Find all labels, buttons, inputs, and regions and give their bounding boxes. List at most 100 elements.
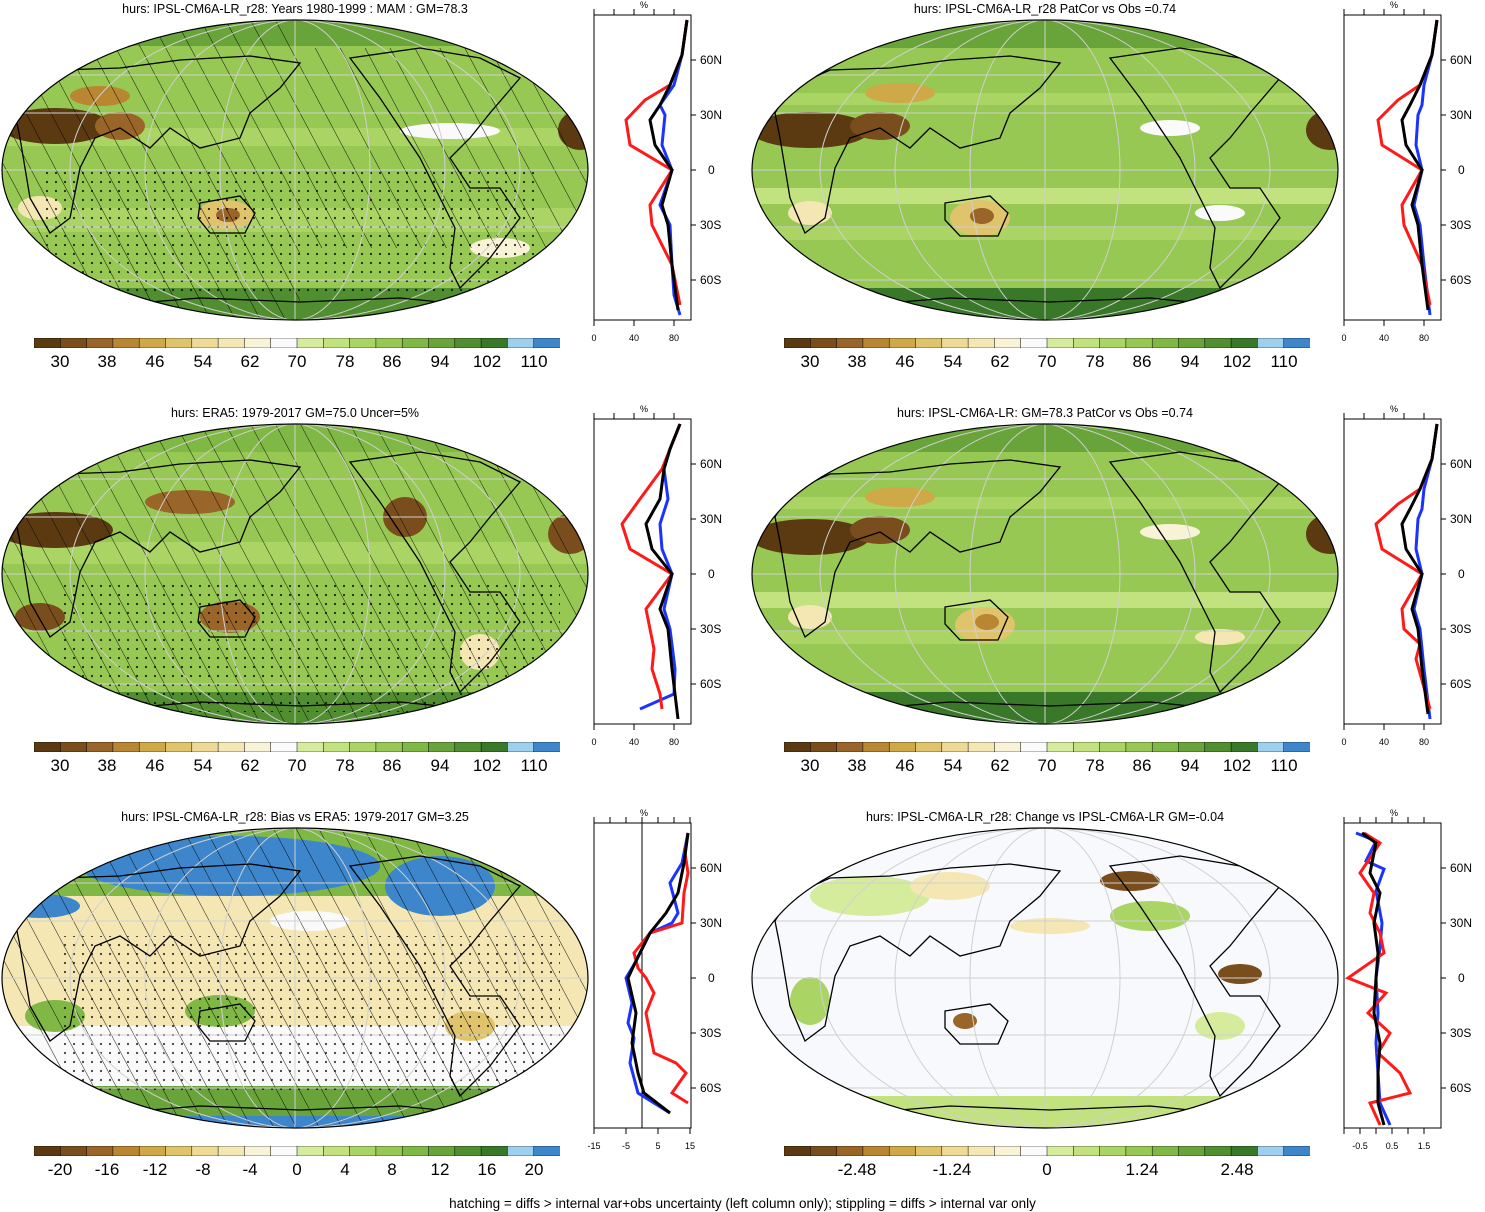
profile-xtick: 0 xyxy=(591,333,597,343)
colorbar-swatch xyxy=(533,1146,560,1156)
colorbar-label: 86 xyxy=(1132,756,1152,775)
colorbar-swatch xyxy=(784,1146,812,1156)
colorbar-label: 86 xyxy=(1132,352,1152,371)
zonal-profile-6 xyxy=(1343,817,1446,1134)
colorbar-label: 46 xyxy=(895,756,915,775)
colorbar-swatch xyxy=(1151,742,1180,752)
colorbar-swatch xyxy=(401,338,430,348)
colorbar-swatch xyxy=(810,742,838,752)
colorbar-swatch xyxy=(888,338,917,348)
colorbar-swatch xyxy=(784,742,812,752)
colorbar-swatch xyxy=(994,742,1022,752)
colorbar-label: 2.48 xyxy=(1220,1160,1254,1179)
colorbar-swatch xyxy=(428,1146,456,1156)
colorbar-swatch xyxy=(1020,742,1048,752)
colorbar-swatch xyxy=(401,1146,430,1156)
colorbar-label: -12 xyxy=(142,1160,168,1179)
colorbar-swatch xyxy=(401,742,430,752)
colorbar-swatch xyxy=(244,338,272,348)
colorbar-swatch xyxy=(454,1146,482,1156)
panel-title: hurs: IPSL-CM6A-LR_r28: Bias vs ERA5: 19… xyxy=(121,810,469,824)
colorbar-swatch xyxy=(862,1146,890,1156)
colorbar-label: 38 xyxy=(847,352,867,371)
colorbar-swatch xyxy=(862,338,890,348)
zonal-profile-5 xyxy=(593,817,696,1134)
colorbar-swatch xyxy=(480,338,509,348)
colorbar-swatch xyxy=(217,1146,246,1156)
lat-label: 30N xyxy=(700,108,723,122)
colorbar-swatch xyxy=(296,742,325,752)
colorbar-swatch xyxy=(862,742,890,752)
colorbar-swatch xyxy=(1073,1146,1101,1156)
colorbar-swatch xyxy=(1257,1146,1285,1156)
colorbar-label: -1.24 xyxy=(932,1160,972,1179)
lat-label: 30S xyxy=(700,218,722,232)
map-panel-3 xyxy=(1,423,589,725)
colorbar-swatch xyxy=(1020,338,1048,348)
colorbar-swatch xyxy=(34,338,62,348)
colorbar-swatch xyxy=(270,742,298,752)
colorbar-swatch xyxy=(967,1146,996,1156)
colorbar-swatch xyxy=(428,338,456,348)
lat-label: 0 xyxy=(1458,163,1465,177)
colorbar-swatch xyxy=(507,1146,535,1156)
colorbar-label: 38 xyxy=(847,756,867,775)
colorbar-label: 102 xyxy=(1222,352,1252,371)
colorbar-label: 86 xyxy=(382,756,402,775)
colorbar-swatch xyxy=(138,338,167,348)
colorbar-swatch xyxy=(296,338,325,348)
colorbar-label: 70 xyxy=(287,756,307,775)
colorbar-label: 62 xyxy=(990,352,1010,371)
colorbar-label: 0 xyxy=(292,1160,302,1179)
colorbar-swatch xyxy=(138,1146,167,1156)
lat-label: 60N xyxy=(1450,53,1473,67)
colorbar-swatch xyxy=(60,338,88,348)
lat-label: 30S xyxy=(1450,218,1472,232)
colorbar-swatch xyxy=(191,338,219,348)
colorbar-label: 54 xyxy=(943,352,963,371)
profile-unit: % xyxy=(640,0,649,10)
colorbar-swatch xyxy=(1204,742,1232,752)
colorbar-label: 110 xyxy=(1270,352,1298,371)
figure-footnote: hatching = diffs > internal var+obs unce… xyxy=(449,1196,1036,1211)
colorbar-swatch xyxy=(1125,1146,1153,1156)
colorbar-swatch xyxy=(1230,1146,1259,1156)
colorbar-swatch xyxy=(34,742,62,752)
panel-title: hurs: ERA5: 1979-2017 GM=75.0 Uncer=5% xyxy=(170,406,420,420)
colorbar-swatch xyxy=(1046,1146,1075,1156)
lat-label: 60N xyxy=(700,53,723,67)
colorbar-swatch xyxy=(217,338,246,348)
map-panel-1 xyxy=(1,19,589,321)
colorbar-swatch xyxy=(1099,1146,1127,1156)
colorbar-swatch xyxy=(86,338,114,348)
colorbar-swatch xyxy=(1046,338,1075,348)
profile-xtick: 80 xyxy=(1418,333,1430,343)
profile-xtick: 80 xyxy=(1418,737,1430,747)
colorbar-swatch xyxy=(349,742,377,752)
colorbar-label: 102 xyxy=(472,352,502,371)
colorbar-labels-3: 30 38 46 54 62 70 78 86 94 102 110 xyxy=(34,756,560,778)
profile-xtick: -0.5 xyxy=(1352,1141,1368,1151)
profile-unit: % xyxy=(640,808,649,818)
colorbar-swatch xyxy=(454,338,482,348)
map-panel-6 xyxy=(751,827,1339,1129)
colorbar-swatch xyxy=(1073,338,1101,348)
colorbar-swatch xyxy=(1257,338,1285,348)
colorbar-swatch xyxy=(244,742,272,752)
colorbar-swatch xyxy=(915,338,943,348)
lat-label: 60N xyxy=(1450,457,1473,471)
colorbar-3 xyxy=(34,742,560,752)
colorbar-label: 70 xyxy=(1037,756,1057,775)
colorbar-label: 102 xyxy=(472,756,502,775)
colorbar-label: 94 xyxy=(1180,352,1200,371)
profile-xtick: 15 xyxy=(684,1141,696,1151)
colorbar-swatch xyxy=(1178,742,1206,752)
map-panel-5 xyxy=(1,827,589,1129)
colorbar-swatch xyxy=(165,742,193,752)
colorbar-swatch xyxy=(480,742,509,752)
colorbar-label: 4 xyxy=(340,1160,350,1179)
colorbar-label: 94 xyxy=(430,352,450,371)
lat-label: 30S xyxy=(1450,622,1472,636)
colorbar-4 xyxy=(784,742,1310,752)
colorbar-label: 62 xyxy=(240,756,260,775)
